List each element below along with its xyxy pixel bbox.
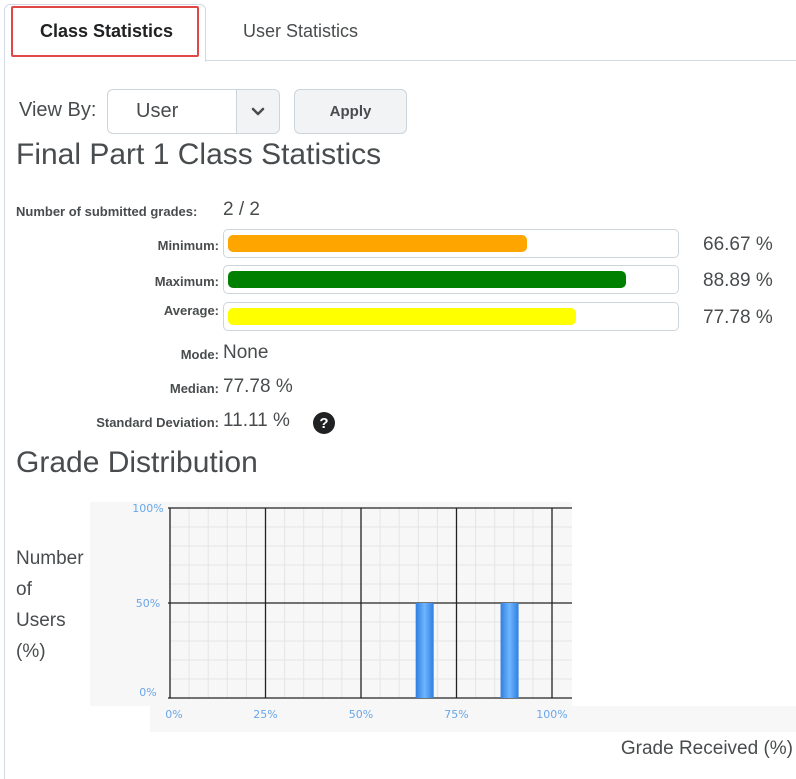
- y-tick-label: 0%: [139, 686, 156, 699]
- x-tick-label: 100%: [536, 708, 567, 721]
- grade-distribution-svg: 0% 25% 50% 75% 100% 0% 50% 100%: [90, 502, 796, 732]
- tab-bar: Class Statistics User Statistics: [0, 0, 796, 62]
- y-label-line: Users: [16, 610, 66, 631]
- tab-user-statistics[interactable]: User Statistics: [243, 21, 359, 41]
- x-tick-label: 0%: [165, 708, 182, 721]
- mode-value: None: [223, 342, 269, 363]
- y-label-line: Number: [16, 548, 84, 569]
- standard-deviation-label: Standard Deviation:: [96, 415, 219, 430]
- average-bar-fill: [228, 308, 576, 325]
- plot-background: [90, 502, 572, 706]
- tab-focus-outline: [11, 6, 199, 57]
- minimum-label: Minimum:: [157, 238, 219, 253]
- maximum-label: Maximum:: [154, 274, 219, 289]
- tab-class-statistics[interactable]: [4, 4, 206, 62]
- chevron-down-icon[interactable]: [236, 90, 279, 133]
- chart-y-axis-label: Number of Users (%): [16, 543, 96, 667]
- distribution-bar: [500, 603, 519, 698]
- average-bar-track: [223, 302, 679, 331]
- median-value: 77.78 %: [223, 376, 293, 397]
- view-by-selected-value: User: [136, 100, 179, 122]
- maximum-bar-fill: [228, 271, 626, 288]
- grade-distribution-title: Grade Distribution: [16, 446, 258, 479]
- minimum-bar-track: [223, 229, 679, 258]
- x-tick-label: 50%: [349, 708, 373, 721]
- median-label: Median:: [169, 381, 219, 396]
- minimum-value: 66.67 %: [703, 234, 773, 255]
- mode-label: Mode:: [180, 347, 219, 362]
- y-label-line: of: [16, 579, 32, 600]
- question-circle-icon[interactable]: ?: [313, 412, 335, 434]
- chart-x-axis-label: Grade Received (%): [620, 738, 793, 759]
- view-by-label: View By:: [19, 99, 97, 121]
- content-frame-border: [4, 60, 5, 779]
- tab-bar-divider: [205, 60, 796, 61]
- standard-deviation-value: 11.11 %: [223, 410, 290, 431]
- grade-distribution-chart: 0% 25% 50% 75% 100% 0% 50% 100%: [90, 502, 796, 732]
- x-tick-label: 25%: [253, 708, 277, 721]
- view-by-select[interactable]: User: [107, 89, 280, 134]
- submitted-grades-value: 2 / 2: [223, 199, 260, 220]
- apply-button[interactable]: Apply: [294, 89, 407, 134]
- y-tick-label: 50%: [136, 597, 160, 610]
- x-tick-background: [150, 706, 796, 732]
- y-tick-label: 100%: [132, 502, 163, 515]
- average-label: Average:: [163, 303, 219, 318]
- submitted-grades-label: Number of submitted grades:: [16, 204, 198, 219]
- page-title: Final Part 1 Class Statistics: [16, 138, 382, 171]
- distribution-bar: [415, 603, 434, 698]
- maximum-value: 88.89 %: [703, 270, 773, 291]
- tab-class-statistics-label[interactable]: Class Statistics: [40, 21, 174, 41]
- average-value: 77.78 %: [703, 307, 773, 328]
- maximum-bar-track: [223, 265, 679, 294]
- x-tick-label: 75%: [444, 708, 468, 721]
- y-label-line: (%): [16, 641, 46, 662]
- minimum-bar-fill: [228, 235, 527, 252]
